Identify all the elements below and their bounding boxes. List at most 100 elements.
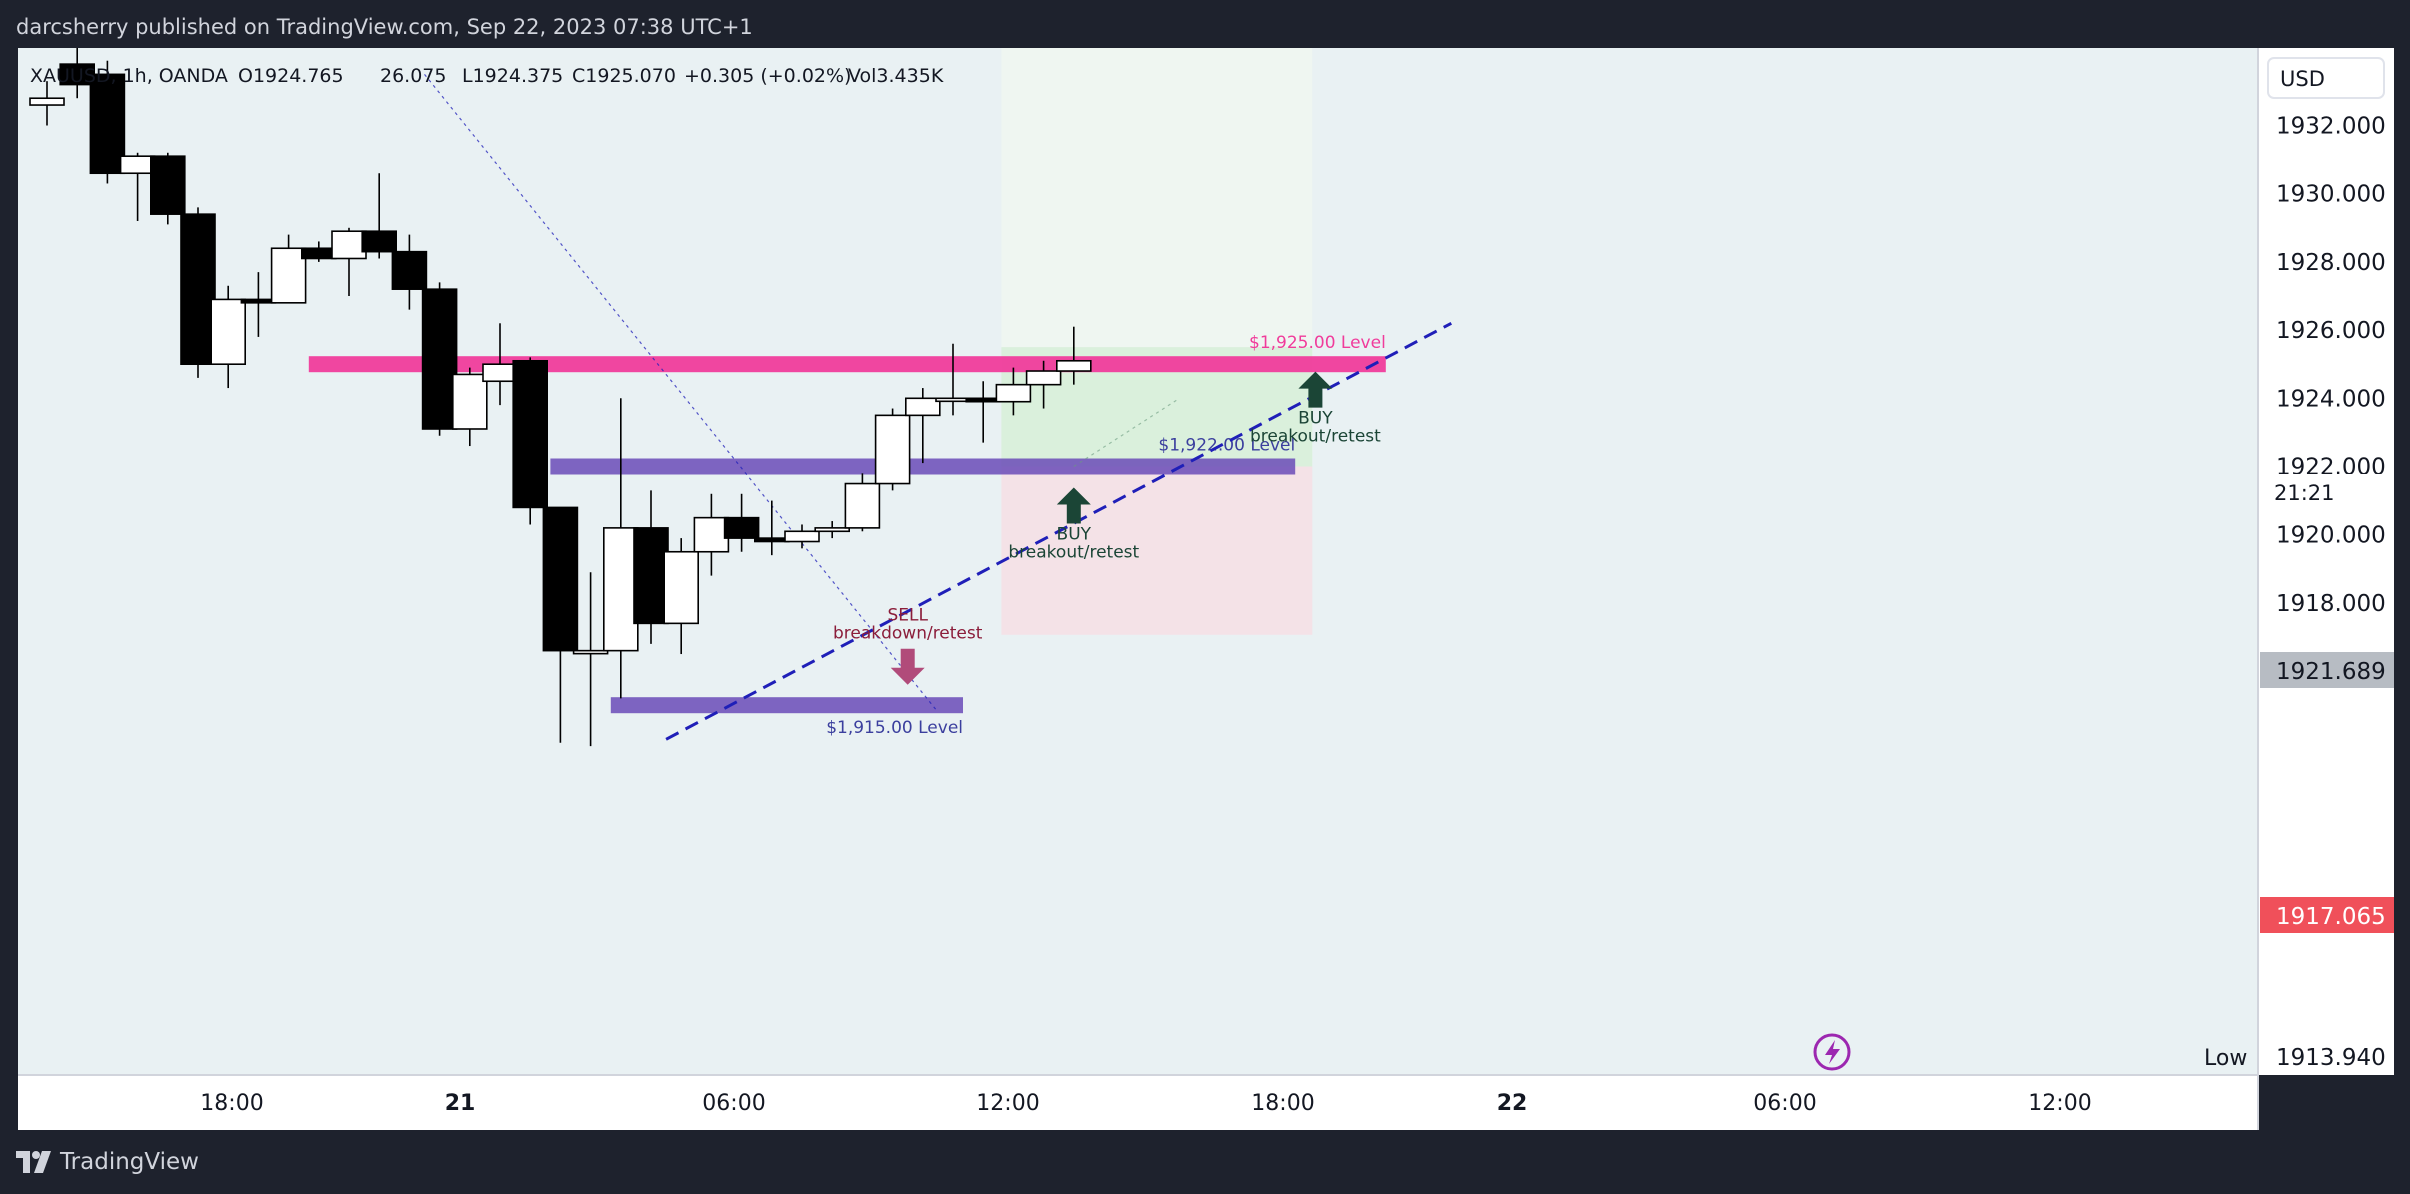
candle-body-32	[995, 383, 1032, 403]
candle-body-19	[602, 527, 639, 652]
signal-subtext-0: breakout/retest	[1008, 543, 1139, 563]
candle-body-6	[210, 298, 246, 366]
candle-body-8	[270, 247, 307, 304]
candle-0	[29, 81, 65, 126]
published-text: darcsherry published on TradingView.com,…	[16, 15, 753, 39]
published-header: darcsherry published on TradingView.com,…	[0, 0, 2410, 48]
legend-change: +0.305 (+0.02%)	[684, 65, 851, 87]
candle-body-10	[331, 230, 367, 260]
price-tick-7: 1918.000	[2276, 591, 2386, 617]
time-tick-2: 06:00	[702, 1091, 765, 1116]
signal-text-2: SELL	[887, 606, 928, 626]
candle-32	[995, 367, 1032, 416]
candle-body-21	[663, 550, 700, 625]
signal-markers: BUYbreakout/retestBUYbreakout/retestSELL…	[833, 371, 1381, 685]
level-label-2: $1,915.00 Level	[826, 718, 963, 738]
level-band-0	[308, 356, 1386, 373]
candle-body-2	[89, 73, 126, 175]
current-price-badge	[2260, 652, 2394, 688]
candle-26	[814, 521, 851, 539]
currency-box[interactable]	[2267, 57, 2385, 99]
candle-27	[844, 473, 881, 532]
candle-body-24	[753, 537, 790, 543]
time-tick-6: 06:00	[1753, 1091, 1816, 1116]
legend-symbol: XAUUSD, 1h, OANDA	[30, 65, 228, 87]
candle-33	[1025, 360, 1062, 409]
candle-16	[512, 357, 549, 525]
candles	[29, 48, 1092, 747]
signal-text-0: BUY	[1057, 525, 1092, 545]
candle-body-30	[935, 397, 971, 403]
candle-body-16	[512, 359, 549, 509]
candle-20	[633, 490, 669, 644]
sell-arrow-icon	[890, 648, 925, 685]
currency-label: USD	[2280, 67, 2325, 91]
candle-body-17	[542, 506, 579, 652]
level-label-0: $1,925.00 Level	[1249, 333, 1386, 353]
level-label-1: $1,922.00 Level	[1158, 436, 1295, 456]
candle-21	[663, 538, 700, 655]
candle-10	[331, 227, 367, 296]
candle-body-13	[421, 288, 458, 430]
price-tick-0: 1932.000	[2276, 114, 2386, 140]
candle-body-12	[391, 250, 428, 290]
candle-body-33	[1025, 370, 1062, 386]
price-tick-6: 1920.000	[2276, 523, 2386, 549]
candle-body-4	[150, 155, 186, 215]
price-tick-1: 1930.000	[2276, 182, 2386, 208]
time-tick-4: 18:00	[1251, 1091, 1314, 1116]
tradingview-logo-icon	[16, 1151, 51, 1173]
candle-body-9	[300, 247, 337, 260]
candle-23	[723, 493, 760, 552]
candle-body-7	[240, 298, 277, 304]
low-value: 1913.940	[2276, 1045, 2386, 1071]
time-axis[interactable]	[18, 1075, 2258, 1130]
candle-11	[361, 173, 398, 259]
price-tick-4: 1924.000	[2276, 386, 2386, 412]
candle-6	[210, 285, 246, 389]
loss-zone	[1001, 466, 1313, 635]
price-axis-labels: 1932.000 1930.000 1928.000 1926.000 1924.000…	[2276, 114, 2386, 686]
candle-2	[89, 60, 126, 184]
tradingview-brand: TradingView	[60, 1149, 199, 1175]
time-tick-1: 21	[445, 1091, 476, 1116]
candle-body-26	[814, 527, 851, 533]
candle-body-11	[361, 230, 398, 253]
legend-close: C1925.070	[572, 65, 676, 87]
candle-body-20	[633, 527, 669, 625]
candle-8	[270, 234, 307, 304]
level-band-2	[610, 697, 963, 714]
countdown-label: 21:21	[2274, 481, 2335, 505]
price-chart[interactable]: $1,925.00 Level $1,922.00 Level $1,915.00 …	[0, 0, 2410, 1130]
lightning-icon[interactable]	[1813, 1033, 1851, 1071]
candle-12	[391, 234, 428, 310]
candle-13	[421, 282, 458, 436]
time-tick-7: 12:00	[2028, 1091, 2091, 1116]
tradingview-logo[interactable]: TradingView	[16, 1144, 199, 1180]
buy-arrow-icon	[1298, 371, 1333, 408]
candle-28	[874, 408, 911, 491]
candle-body-5	[180, 213, 216, 365]
time-tick-3: 12:00	[976, 1091, 1039, 1116]
legend-low: L1924.375	[462, 65, 563, 87]
low-label: Low	[2204, 1046, 2247, 1071]
candle-body-34	[1056, 359, 1092, 372]
candle-4	[150, 152, 186, 225]
countdown-badge	[2262, 474, 2390, 508]
candle-body-14	[451, 373, 488, 430]
candle-body-23	[723, 516, 760, 539]
candle-body-28	[874, 414, 911, 485]
signal-subtext-1: breakout/retest	[1250, 427, 1381, 447]
legend-volume: Vol3.435K	[848, 65, 944, 87]
candle-3	[119, 152, 156, 221]
time-tick-5: 22	[1497, 1091, 1528, 1116]
candle-14	[451, 367, 488, 447]
buy-arrow-icon	[1056, 487, 1091, 524]
candle-17	[542, 506, 579, 743]
signal-text-1: BUY	[1298, 409, 1333, 429]
candle-body-25	[784, 530, 820, 543]
candle-body-0	[29, 97, 65, 106]
